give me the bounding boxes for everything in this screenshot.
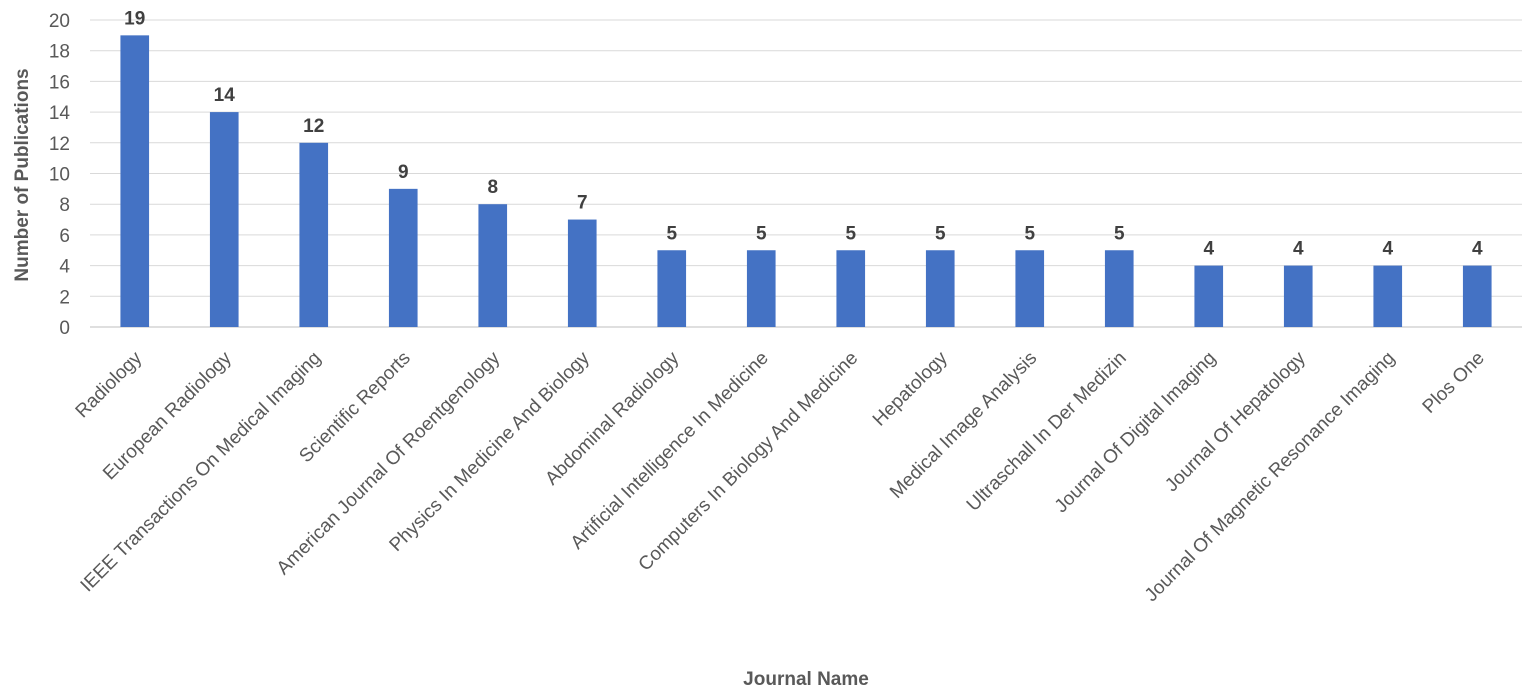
bars [120, 35, 1492, 327]
y-tick-label: 14 [49, 103, 71, 124]
data-label: 4 [1472, 239, 1483, 260]
bar [746, 250, 776, 327]
y-axis-title: Number of Publications [12, 68, 33, 281]
data-label: 4 [1203, 239, 1214, 260]
bar [1462, 265, 1492, 327]
x-category-label: Artificial Intelligence In Medicine [567, 348, 773, 554]
bar [925, 250, 955, 327]
data-label: 5 [756, 223, 767, 244]
bar [567, 219, 597, 327]
y-axis-ticks: 0 2 4 6 8 10 12 14 16 18 20 [49, 11, 71, 339]
bar [1373, 265, 1403, 327]
x-category-label: Hepatology [869, 347, 952, 430]
y-tick-label: 20 [49, 11, 70, 32]
y-tick-label: 16 [49, 72, 70, 93]
bar [1015, 250, 1045, 327]
data-label: 5 [666, 223, 677, 244]
y-tick-label: 4 [59, 257, 70, 278]
data-labels: 19 14 12 9 8 7 5 5 5 5 5 5 4 4 4 4 [124, 8, 1483, 259]
bar [299, 142, 329, 327]
bar [209, 112, 239, 327]
x-category-label: Journal Of Digital Imaging [1051, 348, 1220, 517]
data-label: 4 [1293, 239, 1304, 260]
y-tick-label: 12 [49, 134, 70, 155]
data-label: 5 [1114, 223, 1125, 244]
data-label: 12 [303, 116, 324, 137]
y-tick-label: 0 [59, 318, 70, 339]
y-tick-label: 8 [59, 195, 70, 216]
y-tick-label: 10 [49, 165, 70, 186]
bar [836, 250, 866, 327]
data-label: 7 [577, 193, 588, 214]
y-tick-label: 6 [59, 226, 70, 247]
bar [657, 250, 687, 327]
y-tick-label: 18 [49, 42, 70, 63]
bar [1194, 265, 1224, 327]
bar [1104, 250, 1134, 327]
x-category-label: Radiology [72, 347, 147, 422]
x-category-label: Medical Image Analysis [886, 348, 1041, 503]
x-category-label: Ultraschall In Der Medizin [963, 348, 1131, 516]
data-label: 5 [935, 223, 946, 244]
data-label: 5 [845, 223, 856, 244]
gridlines [90, 19, 1522, 328]
x-axis-title: Journal Name [743, 669, 869, 690]
x-category-label: Plos One [1419, 348, 1489, 418]
x-category-label: Physics In Medicine And Biology [386, 347, 595, 556]
data-label: 9 [398, 162, 409, 183]
data-label: 19 [124, 8, 145, 29]
y-tick-label: 2 [59, 287, 70, 308]
data-label: 8 [487, 177, 498, 198]
bar [388, 188, 418, 327]
bar [1283, 265, 1313, 327]
data-label: 4 [1382, 239, 1393, 260]
bar [120, 35, 150, 327]
data-label: 14 [214, 85, 236, 106]
bar [478, 204, 508, 327]
data-label: 5 [1024, 223, 1035, 244]
